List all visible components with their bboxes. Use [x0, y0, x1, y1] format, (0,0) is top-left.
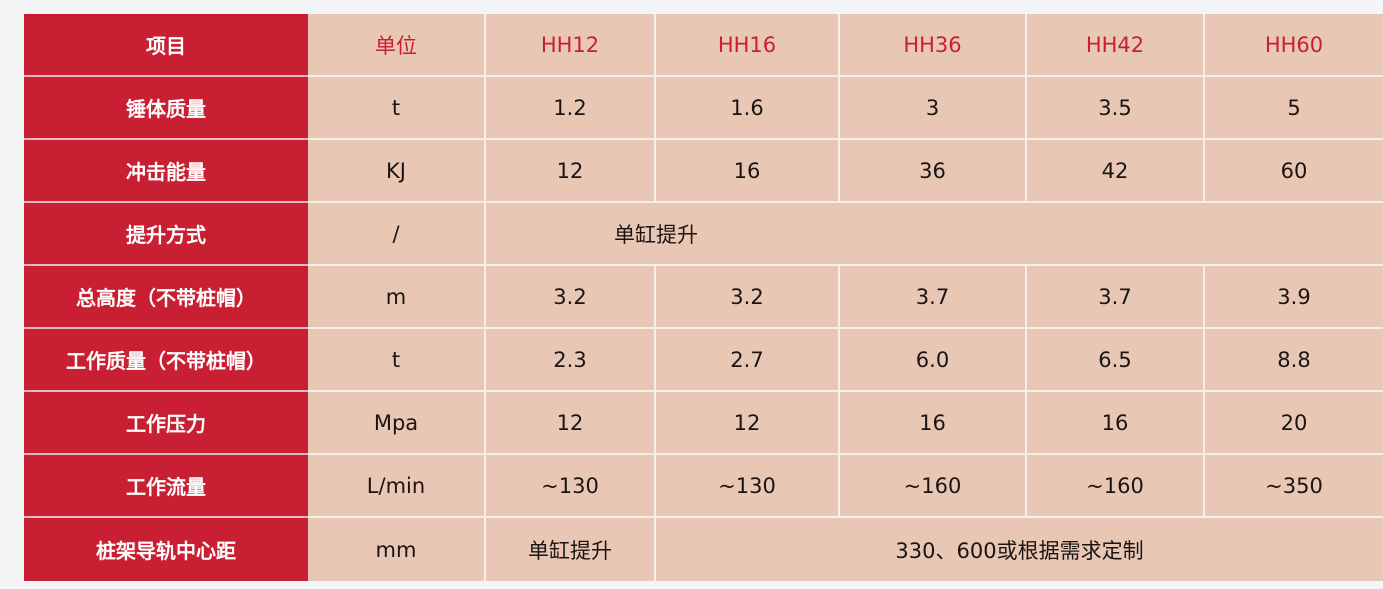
cell-value: 12 [656, 392, 840, 455]
cell-value: ~130 [486, 455, 656, 518]
header-item: 项目 [24, 14, 308, 77]
cell-value: ~160 [1027, 455, 1205, 518]
header-model: HH36 [840, 14, 1027, 77]
cell-value: 16 [840, 392, 1027, 455]
row-unit: / [308, 203, 486, 266]
cell-value: 3.9 [1205, 266, 1383, 329]
header-model: HH60 [1205, 14, 1383, 77]
cell-value: 3.7 [1027, 266, 1205, 329]
spec-table: 项目 单位 HH12 HH16 HH36 HH42 HH60 锤体质量 t 1.2 1… [24, 14, 1383, 581]
cell-value: 60 [1205, 140, 1383, 203]
cell-value: 3.2 [656, 266, 840, 329]
cell-value: ~160 [840, 455, 1027, 518]
row-label: 工作流量 [24, 455, 308, 518]
row-unit: mm [308, 518, 486, 581]
cell-value: 3 [840, 77, 1027, 140]
row-unit: KJ [308, 140, 486, 203]
cell-value: 2.3 [486, 329, 656, 392]
row-unit: Mpa [308, 392, 486, 455]
cell-value: 单缸提升 [486, 518, 656, 581]
row-label: 工作质量（不带桩帽） [24, 329, 308, 392]
cell-value: 8.8 [1205, 329, 1383, 392]
cell-value: 1.6 [656, 77, 840, 140]
header-model: HH16 [656, 14, 840, 77]
cell-value: 42 [1027, 140, 1205, 203]
row-unit: m [308, 266, 486, 329]
row-label: 锤体质量 [24, 77, 308, 140]
cell-value: 36 [840, 140, 1027, 203]
cell-value: 16 [1027, 392, 1205, 455]
cell-value: 1.2 [486, 77, 656, 140]
row-label: 工作压力 [24, 392, 308, 455]
header-model: HH42 [1027, 14, 1205, 77]
row-label: 总高度（不带桩帽） [24, 266, 308, 329]
cell-value: ~130 [656, 455, 840, 518]
cell-value: 3.7 [840, 266, 1027, 329]
merged-cell: 单缸提升 [486, 203, 1383, 266]
row-label: 冲击能量 [24, 140, 308, 203]
row-label: 提升方式 [24, 203, 308, 266]
row-unit: t [308, 329, 486, 392]
cell-value: 3.5 [1027, 77, 1205, 140]
merged-cell: 330、600或根据需求定制 [656, 518, 1383, 581]
cell-value: 12 [486, 140, 656, 203]
cell-value: 12 [486, 392, 656, 455]
cell-value: 5 [1205, 77, 1383, 140]
header-unit: 单位 [308, 14, 486, 77]
cell-value: 2.7 [656, 329, 840, 392]
cell-value: 16 [656, 140, 840, 203]
cell-value: 3.2 [486, 266, 656, 329]
row-label: 桩架导轨中心距 [24, 518, 308, 581]
row-unit: L/min [308, 455, 486, 518]
cell-value: 6.5 [1027, 329, 1205, 392]
cell-value: ~350 [1205, 455, 1383, 518]
cell-value: 6.0 [840, 329, 1027, 392]
header-model: HH12 [486, 14, 656, 77]
row-unit: t [308, 77, 486, 140]
cell-value: 20 [1205, 392, 1383, 455]
